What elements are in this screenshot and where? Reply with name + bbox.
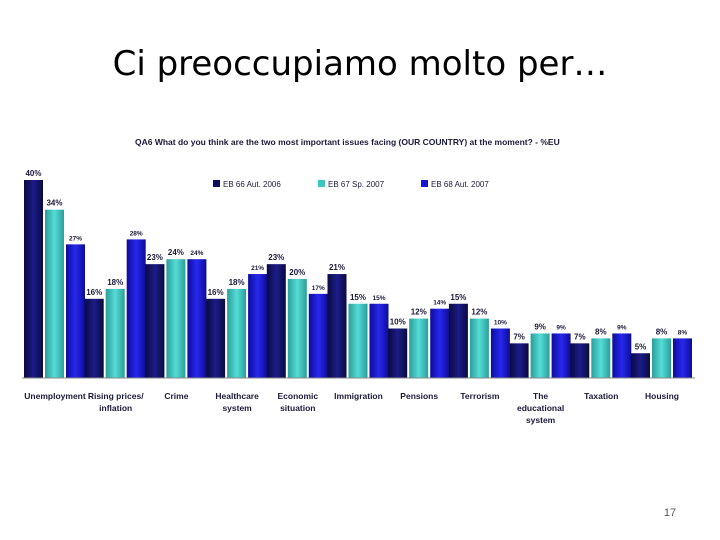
bar bbox=[448, 303, 468, 378]
x-tick-label: Terrorism bbox=[460, 391, 499, 401]
data-label: 15% bbox=[350, 293, 366, 302]
data-label: 18% bbox=[229, 278, 245, 287]
x-tick-label: Pensions bbox=[400, 391, 438, 401]
data-label: 8% bbox=[656, 327, 668, 336]
bar bbox=[551, 333, 571, 378]
data-label: 16% bbox=[208, 288, 224, 297]
x-tick-label: Unemployment bbox=[24, 391, 86, 401]
data-label: 28% bbox=[130, 230, 143, 237]
bar bbox=[45, 209, 64, 378]
chart-legend: EB 66 Aut. 2006 EB 67 Sp. 2007 EB 68 Aut. … bbox=[213, 180, 489, 189]
x-tick-label: Healthcare system bbox=[215, 391, 259, 413]
data-label: 24% bbox=[190, 250, 203, 257]
bar bbox=[348, 303, 368, 378]
bar bbox=[327, 274, 347, 378]
data-label: 12% bbox=[411, 308, 427, 317]
data-label: 21% bbox=[329, 263, 345, 272]
data-label: 17% bbox=[312, 285, 325, 292]
data-label: 23% bbox=[268, 253, 284, 262]
bar bbox=[673, 338, 692, 378]
bar bbox=[388, 328, 408, 378]
bar bbox=[612, 333, 632, 378]
data-label: 16% bbox=[86, 288, 102, 297]
x-axis-labels: Unemployment Rising prices/inflation Crime… bbox=[24, 391, 679, 425]
bar bbox=[287, 279, 307, 378]
bar bbox=[105, 288, 125, 378]
bar bbox=[530, 333, 550, 378]
data-label: 5% bbox=[635, 342, 647, 351]
bar bbox=[591, 338, 611, 378]
data-label: 8% bbox=[678, 329, 688, 336]
bar bbox=[206, 298, 226, 378]
plot-area: 40% 34% 27% 16% 18% 28% 23% 24% 24% 16% 18% 21% 23% 2… bbox=[24, 169, 692, 378]
bar bbox=[490, 328, 510, 378]
legend-swatch bbox=[421, 180, 428, 187]
data-label: 7% bbox=[574, 332, 586, 341]
data-label: 10% bbox=[390, 318, 406, 327]
bar bbox=[66, 244, 85, 378]
bar bbox=[187, 259, 207, 378]
bar bbox=[509, 343, 529, 378]
bar bbox=[126, 239, 146, 378]
data-label: 40% bbox=[25, 169, 41, 178]
bar bbox=[652, 338, 671, 378]
bar bbox=[369, 303, 389, 378]
bar bbox=[248, 274, 268, 378]
data-label: 21% bbox=[251, 265, 264, 272]
data-label: 15% bbox=[372, 295, 385, 302]
x-tick-label: The educational system bbox=[517, 391, 564, 425]
bar bbox=[469, 318, 489, 378]
data-label: 34% bbox=[46, 199, 62, 208]
legend-swatch bbox=[318, 180, 325, 187]
chart-title: QA6 What do you think are the two most i… bbox=[135, 137, 560, 147]
data-label: 24% bbox=[168, 248, 184, 257]
data-label: 12% bbox=[471, 308, 487, 317]
data-label: 7% bbox=[513, 332, 525, 341]
data-label: 18% bbox=[107, 278, 123, 287]
bar bbox=[166, 259, 186, 378]
bar bbox=[409, 318, 429, 378]
legend-label: EB 68 Aut. 2007 bbox=[431, 180, 489, 189]
data-label: 9% bbox=[534, 322, 546, 331]
bar bbox=[308, 293, 328, 378]
x-tick-label: Taxation bbox=[584, 391, 618, 401]
x-tick-label: Economic situation bbox=[277, 391, 318, 413]
data-label: 20% bbox=[289, 268, 305, 277]
data-label: 23% bbox=[147, 253, 163, 262]
legend-swatch bbox=[213, 180, 220, 187]
x-tick-label: Rising prices/inflation bbox=[88, 391, 144, 413]
bar bbox=[84, 298, 104, 378]
bar bbox=[570, 343, 590, 378]
data-label: 15% bbox=[450, 293, 466, 302]
data-label: 8% bbox=[595, 327, 607, 336]
legend-label: EB 67 Sp. 2007 bbox=[328, 180, 385, 189]
data-label: 27% bbox=[69, 235, 82, 242]
bar bbox=[227, 288, 247, 378]
data-label: 9% bbox=[617, 324, 627, 331]
data-label: 14% bbox=[433, 300, 446, 307]
bar bbox=[24, 180, 43, 378]
data-label: 10% bbox=[494, 320, 507, 327]
data-label: 9% bbox=[556, 324, 566, 331]
bar bbox=[430, 308, 450, 378]
x-tick-label: Immigration bbox=[334, 391, 383, 401]
bar bbox=[145, 264, 165, 378]
slide-number: 17 bbox=[663, 507, 677, 519]
legend-label: EB 66 Aut. 2006 bbox=[223, 180, 281, 189]
bar bbox=[266, 264, 286, 378]
x-tick-label: Housing bbox=[645, 391, 679, 401]
bar bbox=[631, 353, 650, 378]
x-tick-label: Crime bbox=[164, 391, 188, 401]
bar-chart: QA6 What do you think are the two most i… bbox=[22, 137, 695, 425]
slide-title: Ci preoccupiamo molto per… bbox=[112, 44, 608, 84]
